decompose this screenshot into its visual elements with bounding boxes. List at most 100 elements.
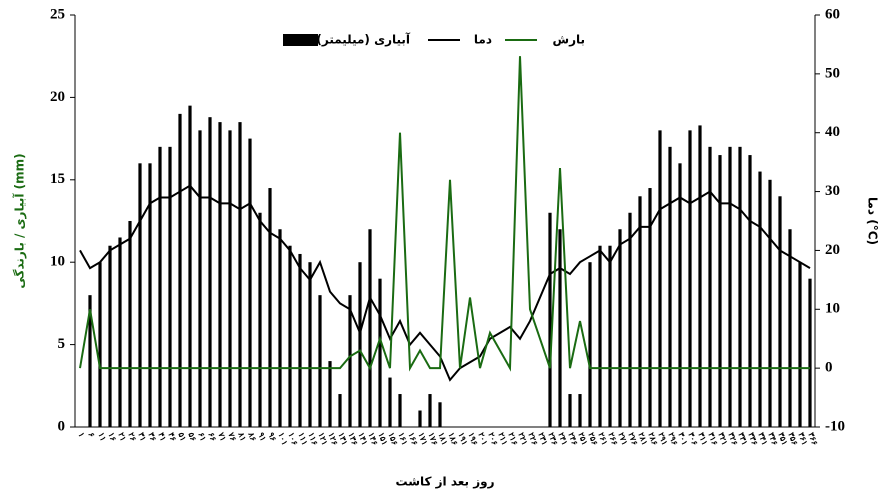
bar — [218, 122, 222, 428]
bar — [98, 262, 102, 427]
x-tick-label: ۱۰۶ — [286, 431, 299, 446]
line — [79, 184, 811, 382]
y2-tick-label: 20 — [825, 242, 840, 258]
x-tick-label: ۳۱۶ — [706, 431, 719, 446]
bar — [158, 146, 162, 427]
y2-tick-label: 30 — [825, 183, 840, 199]
bar — [418, 410, 422, 427]
x-tick-label: ۳۴۱ — [756, 431, 769, 446]
y-tick-label: 15 — [50, 171, 65, 187]
bar — [178, 113, 182, 427]
x-tick-label: ۱۶ — [106, 431, 117, 442]
bar — [638, 196, 642, 427]
x-tick-label: ۳۱ — [136, 431, 147, 442]
x-tick-label: ۱۱۱ — [296, 431, 309, 446]
x-tick-label: ۱۲۶ — [326, 431, 339, 446]
x-tick-label: ۱۳۱ — [336, 431, 349, 446]
bar — [398, 394, 402, 427]
bar — [188, 105, 192, 427]
bar — [148, 163, 152, 427]
x-tick-label: ۲۲۶ — [526, 431, 539, 446]
x-tick-label: ۱۸۶ — [446, 431, 459, 446]
x-tick-label: ۴۱ — [156, 431, 167, 442]
x-tick-label: ۲۳۶ — [546, 431, 559, 446]
bar — [628, 212, 632, 427]
y-axis-label: آبیاری / بارندگی (mm) — [12, 153, 27, 288]
bar — [598, 245, 602, 427]
bar — [228, 130, 232, 428]
x-tick-label: ۳۱۱ — [696, 431, 709, 446]
y2-tick-label: 40 — [825, 124, 840, 140]
x-tick-label: ۳۶۶ — [806, 431, 819, 446]
y-tick-label: 0 — [58, 418, 66, 434]
x-tick-label: ۴۶ — [166, 431, 177, 442]
x-tick-label: ۲۱ — [116, 431, 127, 442]
x-tick-label: ۹۶ — [266, 431, 277, 442]
x-tick-label: ۳۶ — [146, 431, 157, 442]
x-tick-label: ۸۶ — [246, 430, 258, 442]
bar — [208, 117, 212, 428]
bar — [198, 130, 202, 428]
x-tick-label: ۱۷۱ — [416, 431, 429, 446]
x-tick-label: ۱۴۶ — [366, 431, 379, 446]
bar — [388, 377, 392, 427]
x-tick-label: ۳۰۱ — [676, 431, 689, 446]
bar — [238, 122, 242, 428]
x-tick-label: ۱۵۶ — [386, 431, 399, 446]
x-tick-label: ۲۱۱ — [496, 431, 509, 446]
x-tick-label: ۶۶ — [206, 431, 217, 442]
bar — [808, 278, 812, 427]
bar — [578, 394, 582, 427]
bar — [378, 278, 382, 427]
bar — [438, 402, 442, 427]
bar — [798, 262, 802, 427]
x-tick-label: ۲۷۶ — [626, 431, 639, 446]
x-tick-label: ۱۰۱ — [276, 431, 289, 446]
x-tick-label: ۲۶۶ — [606, 431, 619, 446]
y-tick-label: 25 — [50, 6, 65, 22]
bar — [668, 146, 672, 427]
bar — [138, 163, 142, 427]
bar — [248, 138, 252, 427]
x-tick-label: ۳۳۶ — [746, 431, 759, 446]
x-tick-label: ۲۴۶ — [566, 431, 579, 446]
bar — [348, 295, 352, 427]
x-tick-label: ۱۷۶ — [426, 431, 439, 446]
x-tick-label: ۱۳۶ — [346, 431, 359, 446]
x-tick-label: ۲۱۶ — [506, 431, 519, 446]
x-tick-label: ۶۱ — [196, 431, 207, 442]
bar — [748, 155, 752, 427]
bar — [708, 146, 712, 427]
line — [79, 56, 810, 372]
x-tick-label: ۳۰۶ — [686, 431, 699, 446]
x-tick-label: ۲۸۱ — [636, 431, 649, 446]
bar — [298, 253, 302, 427]
bar — [288, 245, 292, 427]
bar — [568, 394, 572, 427]
y-tick-label: 20 — [50, 89, 65, 105]
y2-tick-label: 0 — [825, 360, 833, 376]
bar — [338, 394, 342, 427]
bar — [278, 229, 282, 427]
x-tick-label: ۳۵۶ — [786, 431, 799, 446]
x-tick-label: ۱ — [76, 431, 86, 438]
x-tick-label: ۱۸۱ — [436, 431, 449, 446]
bar — [258, 212, 262, 427]
y2-tick-label: 60 — [825, 6, 840, 22]
bar — [728, 146, 732, 427]
bar — [678, 163, 682, 427]
bar — [268, 188, 272, 427]
x-tick-label: ۱۱ — [96, 431, 107, 442]
bar — [328, 361, 332, 427]
y2-tick-label: 10 — [825, 301, 840, 317]
bar — [318, 295, 322, 427]
legend-label: دما — [474, 33, 492, 47]
x-tick-label: ۳۴۶ — [766, 431, 779, 446]
legend-swatch — [283, 34, 318, 46]
x-tick-label: ۱۶۶ — [406, 431, 419, 446]
x-tick-label: ۲۲۱ — [516, 431, 529, 446]
x-tick-label: ۳۵۱ — [776, 431, 789, 446]
x-tick-label: ۳۲۱ — [716, 431, 729, 446]
x-tick-label: ۸۱ — [236, 430, 248, 442]
x-tick-label: ۷۶ — [226, 430, 238, 442]
